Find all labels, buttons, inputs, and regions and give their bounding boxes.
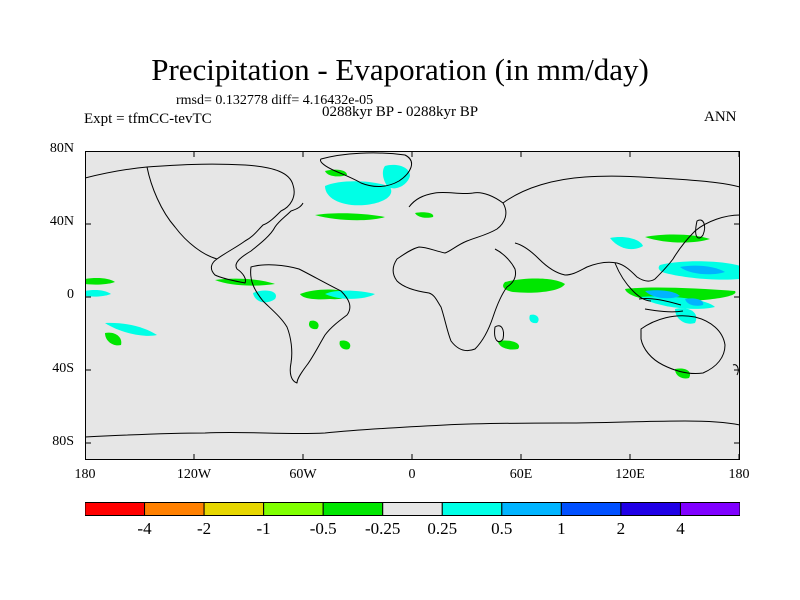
anomaly-patch bbox=[529, 314, 539, 324]
anomaly-patch bbox=[253, 290, 276, 303]
lon-tick-label: 120W bbox=[176, 467, 212, 482]
colorbar-label: -4 bbox=[137, 519, 152, 538]
lon-tick-label: 180 bbox=[728, 467, 750, 482]
anomaly-patch bbox=[503, 278, 565, 293]
lat-tick-label: 40S bbox=[52, 361, 74, 376]
coastline bbox=[638, 298, 684, 313]
colorbar-label: 0.5 bbox=[491, 519, 513, 538]
anomaly-patch bbox=[382, 164, 410, 189]
colorbar-swatch bbox=[501, 502, 562, 516]
colorbar-swatch bbox=[620, 502, 681, 516]
colorbar-label: -1 bbox=[256, 519, 271, 538]
anomaly-patch bbox=[85, 278, 115, 285]
period-label: 0288kyr BP - 0288kyr BP bbox=[322, 104, 479, 120]
colorbar-label: 0.25 bbox=[427, 519, 458, 538]
coastline-layer bbox=[85, 152, 740, 438]
coastline bbox=[85, 163, 304, 284]
colorbar bbox=[85, 502, 740, 516]
lat-tick-label: 80N bbox=[49, 141, 74, 156]
anomaly-patch bbox=[339, 340, 351, 350]
coastline bbox=[614, 262, 652, 302]
colorbar-swatch bbox=[679, 502, 740, 516]
colorbar-swatch bbox=[144, 502, 205, 516]
colorbar-swatch bbox=[203, 502, 265, 516]
colorbar-swatch bbox=[263, 502, 324, 516]
lon-tick-label: 180 bbox=[74, 467, 96, 482]
colorbar-label: -0.5 bbox=[309, 519, 337, 538]
anomaly-patch bbox=[680, 265, 725, 275]
anomaly-patch bbox=[610, 236, 643, 250]
anomaly-patch bbox=[325, 290, 375, 299]
tick-marks bbox=[85, 151, 740, 460]
plot-title: Precipitation - Evaporation (in mm/day) bbox=[151, 52, 649, 87]
colorbar-label: -2 bbox=[197, 519, 212, 538]
colorbar-label: 2 bbox=[616, 519, 626, 538]
anomaly-patch bbox=[325, 169, 347, 177]
map-background bbox=[85, 151, 740, 460]
coastline bbox=[250, 264, 351, 384]
lat-tick-label: 40N bbox=[49, 214, 74, 229]
coastline bbox=[146, 166, 218, 260]
anomaly-patch bbox=[498, 340, 520, 350]
coastline bbox=[695, 219, 706, 239]
colorbar-label: -0.25 bbox=[364, 519, 401, 538]
lon-tick-label: 0 bbox=[408, 467, 416, 482]
season-label: ANN bbox=[704, 109, 737, 125]
coastline bbox=[392, 191, 516, 352]
colorbar-swatch bbox=[560, 502, 622, 516]
coastline bbox=[320, 152, 413, 187]
coastline bbox=[85, 420, 740, 438]
lon-tick-label: 60W bbox=[289, 467, 317, 482]
coastline bbox=[640, 315, 726, 374]
anomaly-patch bbox=[325, 181, 392, 206]
colorbar-label: 1 bbox=[557, 519, 566, 538]
colorbar-swatch bbox=[322, 502, 384, 516]
anomaly-patch bbox=[85, 290, 111, 297]
anomaly-patch bbox=[105, 322, 157, 336]
colorbar-swatch bbox=[382, 502, 443, 516]
anomaly-patch bbox=[308, 320, 319, 330]
lon-tick-label: 60E bbox=[509, 467, 533, 482]
experiment-label: Expt = tfmCC-tevTC bbox=[84, 111, 212, 127]
anomaly-patch bbox=[105, 332, 122, 346]
anomaly-patch bbox=[645, 234, 710, 243]
colorbar-swatch bbox=[441, 502, 503, 516]
stats-text: rmsd= 0.132778 diff= 4.16432e-05 bbox=[176, 93, 374, 108]
lat-tick-label: 0 bbox=[67, 287, 74, 302]
coastline bbox=[494, 325, 504, 343]
colorbar-label: 4 bbox=[676, 519, 685, 538]
coastline bbox=[502, 175, 740, 282]
anomaly-patch bbox=[685, 298, 704, 306]
world-map bbox=[85, 151, 740, 460]
anomaly-patch bbox=[315, 213, 385, 221]
lat-tick-label: 80S bbox=[52, 434, 74, 449]
anomaly-patch bbox=[645, 290, 680, 299]
anomaly-patch bbox=[415, 212, 434, 218]
colorbar-swatch bbox=[85, 502, 146, 516]
lon-tick-label: 120E bbox=[615, 467, 645, 482]
coastline bbox=[732, 364, 739, 376]
